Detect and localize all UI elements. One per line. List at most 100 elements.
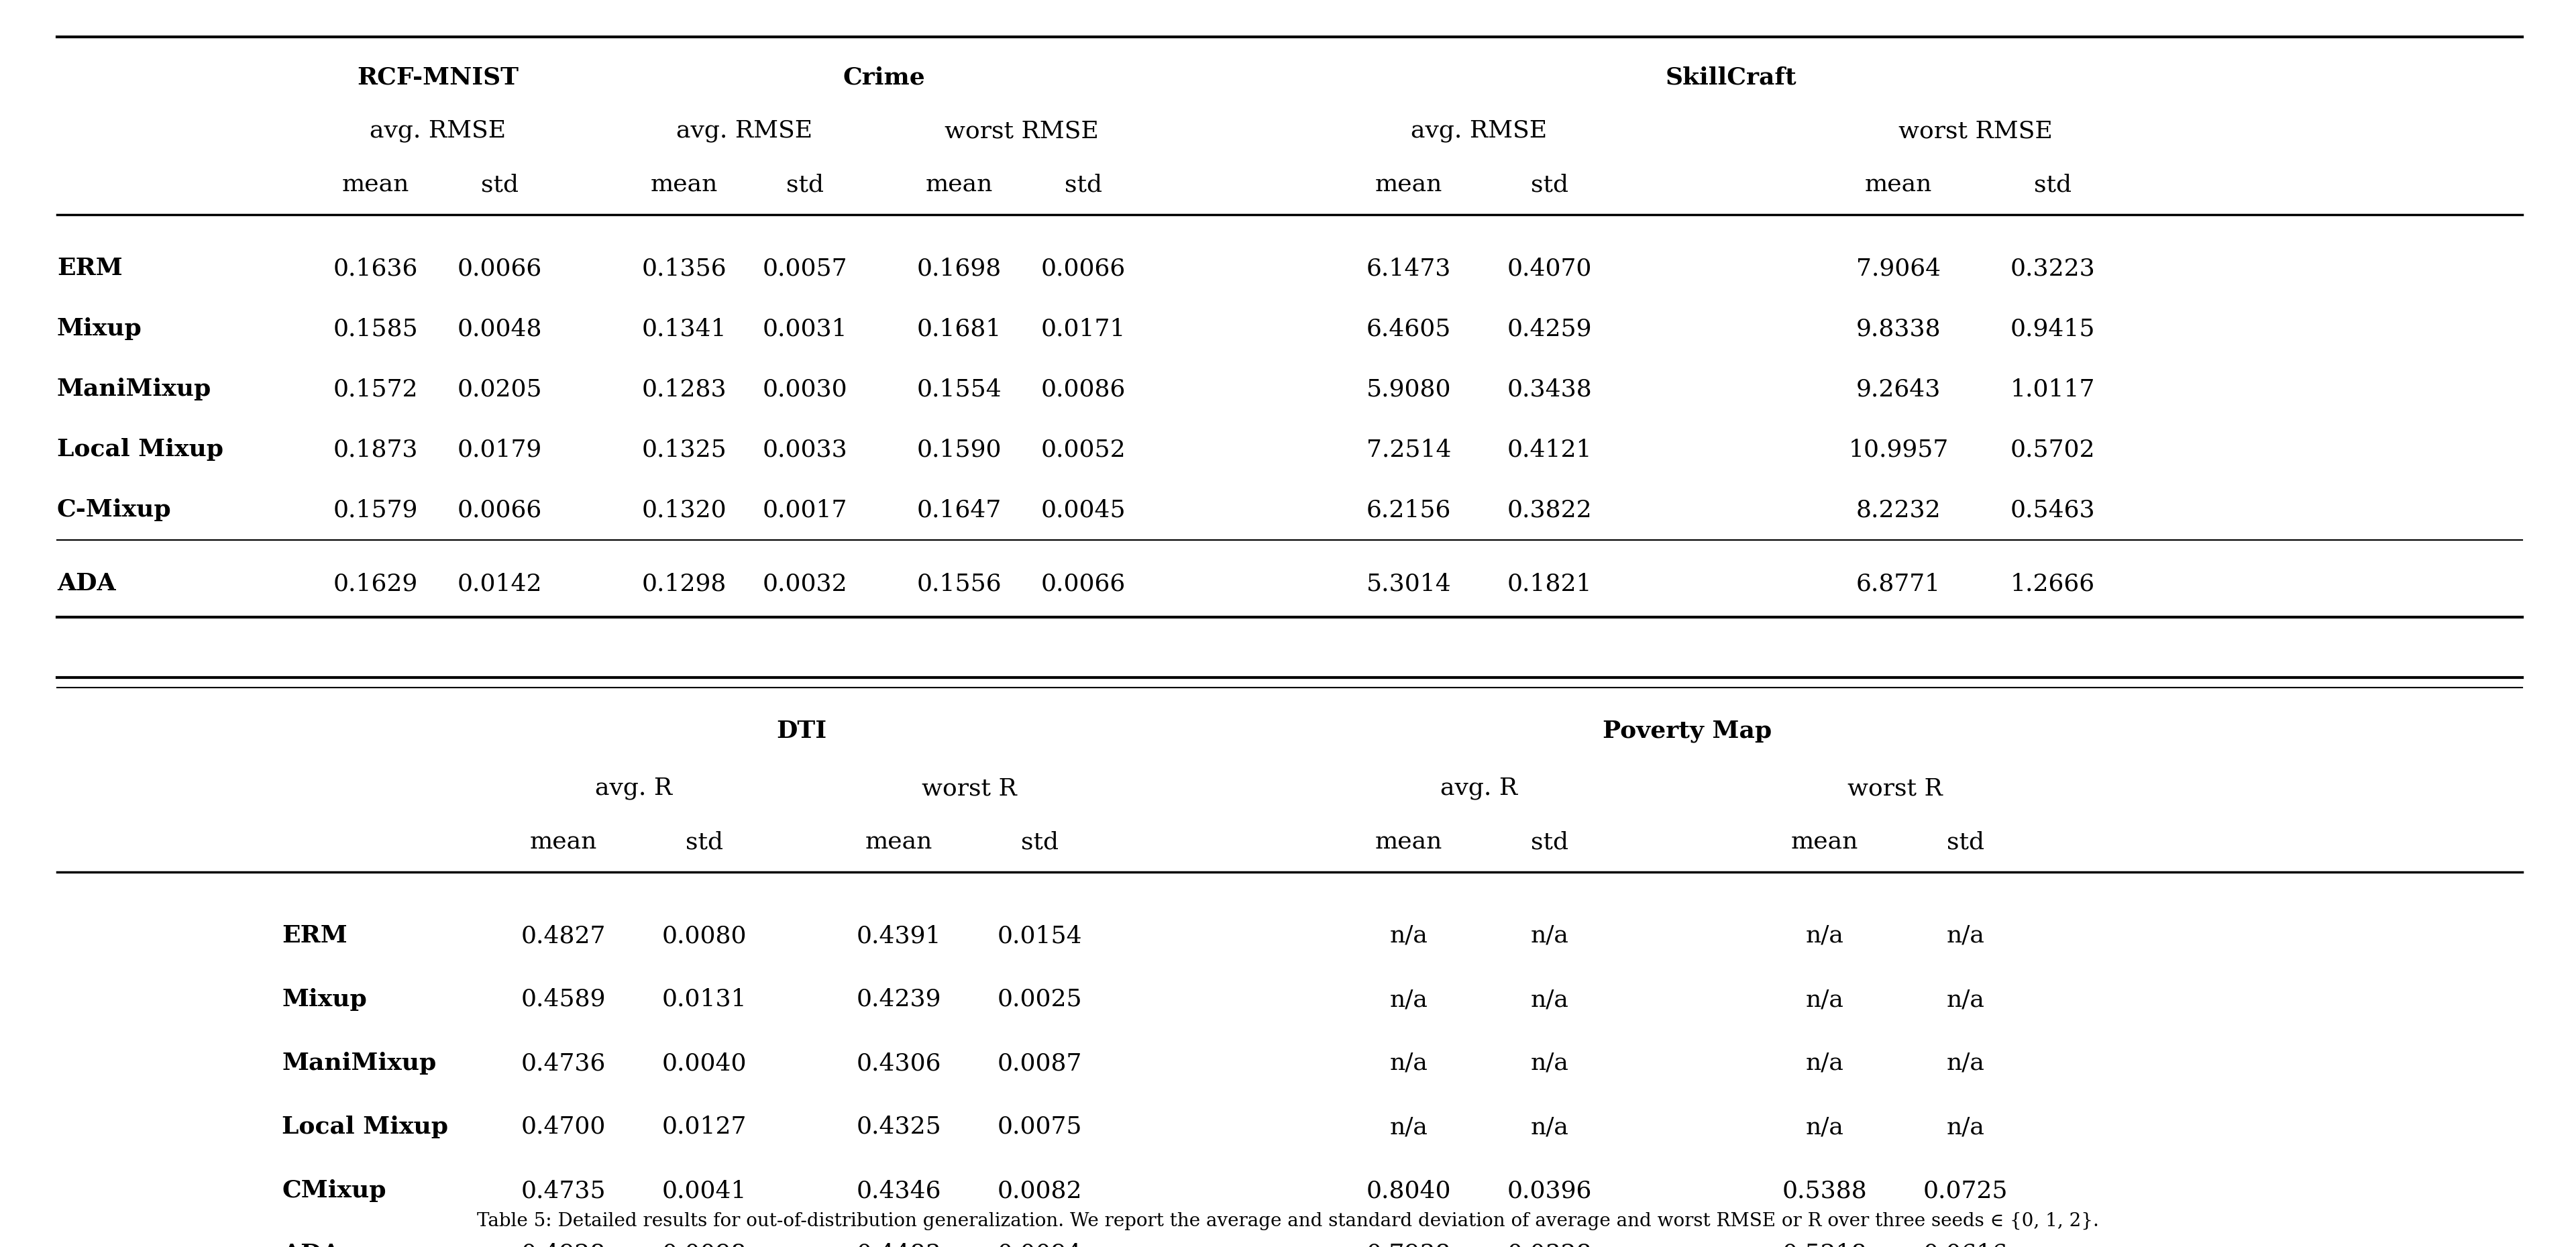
Text: 0.4239: 0.4239 <box>855 988 940 1011</box>
Text: n/a: n/a <box>1388 1116 1427 1139</box>
Text: 0.0154: 0.0154 <box>997 924 1082 948</box>
Text: 7.2514: 7.2514 <box>1365 438 1450 461</box>
Text: 1.0117: 1.0117 <box>2009 378 2094 400</box>
Text: Poverty Map: Poverty Map <box>1602 720 1772 742</box>
Text: 8.2232: 8.2232 <box>1855 499 1940 521</box>
Text: 0.0030: 0.0030 <box>762 378 848 400</box>
Text: 0.1325: 0.1325 <box>641 438 726 461</box>
Text: 0.0142: 0.0142 <box>459 572 541 595</box>
Text: 0.0725: 0.0725 <box>1924 1180 2007 1202</box>
Text: 0.1556: 0.1556 <box>917 572 1002 595</box>
Text: avg. RMSE: avg. RMSE <box>677 120 814 142</box>
Text: 0.1572: 0.1572 <box>332 378 417 400</box>
Text: n/a: n/a <box>1388 988 1427 1011</box>
Text: 9.2643: 9.2643 <box>1857 378 1940 400</box>
Text: 0.0098: 0.0098 <box>662 1243 747 1247</box>
Text: 0.0040: 0.0040 <box>662 1051 747 1075</box>
Text: avg. R: avg. R <box>595 777 672 799</box>
Text: 0.5218: 0.5218 <box>1783 1243 1868 1247</box>
Text: SkillCraft: SkillCraft <box>1664 66 1795 89</box>
Text: 0.0127: 0.0127 <box>662 1116 747 1139</box>
Text: n/a: n/a <box>1947 924 1984 948</box>
Text: n/a: n/a <box>1947 988 1984 1011</box>
Text: 0.0052: 0.0052 <box>1041 438 1126 461</box>
Text: 0.1647: 0.1647 <box>917 499 1002 521</box>
Text: n/a: n/a <box>1947 1051 1984 1075</box>
Text: 0.0066: 0.0066 <box>459 499 541 521</box>
Text: 0.4700: 0.4700 <box>520 1116 605 1139</box>
Text: 0.4827: 0.4827 <box>520 924 605 948</box>
Text: 0.1585: 0.1585 <box>332 317 417 340</box>
Text: avg. RMSE: avg. RMSE <box>368 120 505 142</box>
Text: 7.9064: 7.9064 <box>1857 257 1940 279</box>
Text: std: std <box>685 831 724 853</box>
Text: Table 5: Detailed results for out-of-distribution generalization. We report the : Table 5: Detailed results for out-of-dis… <box>477 1212 2099 1230</box>
Text: std: std <box>786 173 824 196</box>
Text: ManiMixup: ManiMixup <box>281 1051 435 1075</box>
Text: n/a: n/a <box>1947 1116 1984 1139</box>
Text: 0.4325: 0.4325 <box>855 1116 940 1139</box>
Text: 0.3438: 0.3438 <box>1507 378 1592 400</box>
Text: 0.0179: 0.0179 <box>459 438 541 461</box>
Text: 0.1681: 0.1681 <box>917 317 1002 340</box>
Text: worst RMSE: worst RMSE <box>945 120 1097 142</box>
Text: 0.0066: 0.0066 <box>1041 572 1126 595</box>
Text: 0.1698: 0.1698 <box>917 257 1002 279</box>
Text: n/a: n/a <box>1530 1051 1569 1075</box>
Text: 0.1554: 0.1554 <box>917 378 1002 400</box>
Text: 1.2666: 1.2666 <box>2009 572 2094 595</box>
Text: 5.3014: 5.3014 <box>1365 572 1450 595</box>
Text: 0.1821: 0.1821 <box>1507 572 1592 595</box>
Text: 0.0094: 0.0094 <box>997 1243 1082 1247</box>
Text: mean: mean <box>343 173 410 196</box>
Text: 0.4483: 0.4483 <box>855 1243 940 1247</box>
Text: 0.1590: 0.1590 <box>917 438 1002 461</box>
Text: 0.1320: 0.1320 <box>641 499 726 521</box>
Text: 0.0396: 0.0396 <box>1507 1180 1592 1202</box>
Text: avg. RMSE: avg. RMSE <box>1412 120 1548 142</box>
Text: n/a: n/a <box>1388 924 1427 948</box>
Text: ERM: ERM <box>57 257 124 279</box>
Text: n/a: n/a <box>1530 924 1569 948</box>
Text: n/a: n/a <box>1530 988 1569 1011</box>
Text: 0.4589: 0.4589 <box>520 988 605 1011</box>
Text: 0.1356: 0.1356 <box>641 257 726 279</box>
Text: 0.1629: 0.1629 <box>332 572 417 595</box>
Text: mean: mean <box>925 173 992 196</box>
Text: 0.4306: 0.4306 <box>855 1051 940 1075</box>
Text: 0.1341: 0.1341 <box>641 317 726 340</box>
Text: worst R: worst R <box>922 777 1018 799</box>
Text: 0.0045: 0.0045 <box>1041 499 1126 521</box>
Text: avg. R: avg. R <box>1440 777 1517 799</box>
Text: 0.0066: 0.0066 <box>459 257 541 279</box>
Text: 0.0033: 0.0033 <box>762 438 848 461</box>
Text: CMixup: CMixup <box>281 1180 386 1202</box>
Text: 0.4928: 0.4928 <box>520 1243 605 1247</box>
Text: DTI: DTI <box>775 720 827 742</box>
Text: 0.1636: 0.1636 <box>332 257 417 279</box>
Text: 0.5702: 0.5702 <box>2009 438 2094 461</box>
Text: 0.0087: 0.0087 <box>997 1051 1082 1075</box>
Text: std: std <box>2035 173 2071 196</box>
Text: mean: mean <box>652 173 719 196</box>
Text: 0.1873: 0.1873 <box>332 438 417 461</box>
Text: 0.0075: 0.0075 <box>997 1116 1082 1139</box>
Text: n/a: n/a <box>1388 1051 1427 1075</box>
Text: 0.4735: 0.4735 <box>520 1180 605 1202</box>
Text: 0.0616: 0.0616 <box>1924 1243 2007 1247</box>
Text: 0.0171: 0.0171 <box>1041 317 1126 340</box>
Text: 0.5388: 0.5388 <box>1783 1180 1868 1202</box>
Text: n/a: n/a <box>1806 1116 1844 1139</box>
Text: 0.7938: 0.7938 <box>1365 1243 1450 1247</box>
Text: 0.1298: 0.1298 <box>641 572 726 595</box>
Text: 0.1283: 0.1283 <box>641 378 726 400</box>
Text: Mixup: Mixup <box>281 988 366 1011</box>
Text: 0.4121: 0.4121 <box>1507 438 1592 461</box>
Text: std: std <box>1947 831 1984 853</box>
Text: ManiMixup: ManiMixup <box>57 378 211 400</box>
Text: n/a: n/a <box>1806 924 1844 948</box>
Text: 0.4391: 0.4391 <box>855 924 940 948</box>
Text: n/a: n/a <box>1530 1116 1569 1139</box>
Text: 0.4346: 0.4346 <box>855 1180 940 1202</box>
Text: ADA: ADA <box>57 572 116 595</box>
